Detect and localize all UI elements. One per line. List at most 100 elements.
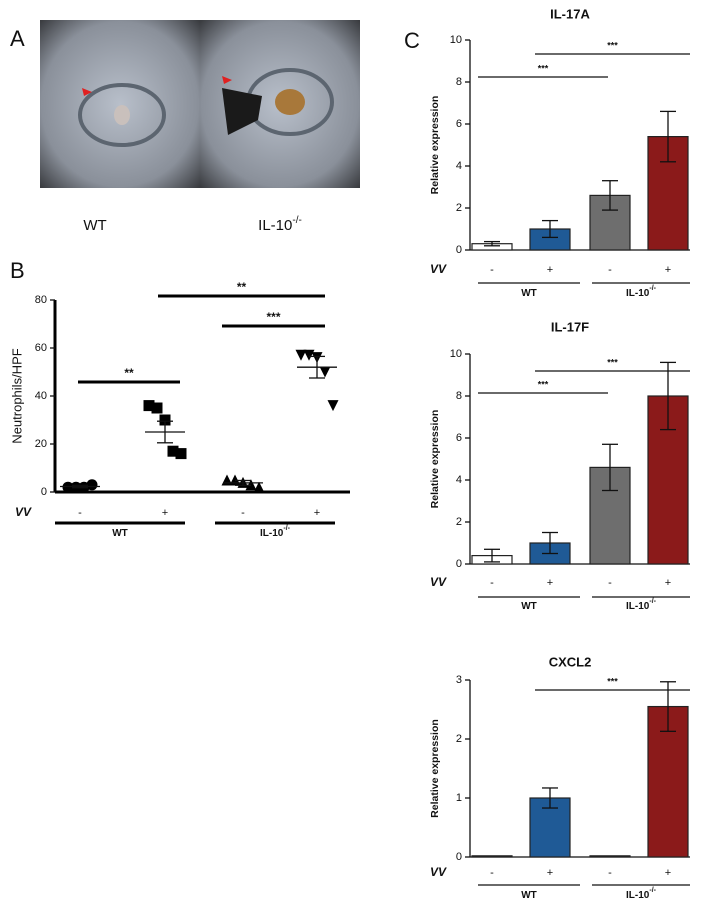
- data-point: [167, 445, 179, 457]
- y-tick-label: 6: [456, 118, 462, 130]
- data-point: [327, 400, 339, 412]
- photo-label: WT: [83, 217, 106, 234]
- group-sup: -/-: [283, 525, 290, 532]
- x-tick-label: +: [665, 867, 671, 879]
- y-tick-label: 2: [456, 202, 462, 214]
- group-label: WT: [112, 528, 128, 539]
- panel-letter: C: [404, 28, 420, 53]
- x-tick-label: -: [608, 264, 612, 276]
- y-tick-label: 1: [456, 792, 462, 804]
- y-tick-label: 0: [456, 244, 462, 256]
- y-tick-label: 4: [456, 160, 462, 172]
- group-label: WT: [521, 890, 537, 901]
- y-tick-label: 8: [456, 390, 462, 402]
- y-axis-label: Relative expression: [429, 410, 441, 509]
- significance-label: ***: [607, 676, 618, 686]
- y-axis-label: Neutrophils/HPF: [9, 348, 24, 443]
- y-tick-label: 10: [450, 348, 462, 360]
- y-tick-label: 60: [35, 342, 47, 354]
- significance-label: **: [237, 280, 247, 294]
- group-name: WT: [112, 528, 128, 539]
- x-tick-label: -: [490, 867, 494, 879]
- group-name: IL-10: [626, 890, 650, 901]
- photo-il10: [200, 20, 360, 188]
- group-label: WT: [521, 601, 537, 612]
- group-name: IL-10: [626, 601, 650, 612]
- label-sup: -/-: [292, 215, 301, 226]
- group-name: WT: [521, 601, 537, 612]
- group-label: IL-10-/-: [626, 598, 657, 612]
- data-point: [303, 349, 315, 361]
- y-tick-label: 0: [41, 486, 47, 498]
- group-label: IL-10-/-: [260, 525, 291, 539]
- y-tick-label: 4: [456, 474, 462, 486]
- y-tick-label: 10: [450, 34, 462, 46]
- data-point: [62, 481, 74, 493]
- x-tick-label: +: [547, 577, 553, 589]
- bar: [471, 855, 513, 858]
- group-sup: -/-: [649, 887, 656, 894]
- y-tick-label: 0: [456, 558, 462, 570]
- data-point: [319, 366, 331, 378]
- data-point: [253, 481, 265, 493]
- group-sup: -/-: [649, 598, 656, 605]
- x-tick-label: +: [665, 264, 671, 276]
- photo-label: IL-10-/-: [258, 215, 302, 234]
- data-point: [175, 448, 187, 460]
- y-axis-label: Relative expression: [429, 719, 441, 818]
- x-tick-label: -: [490, 264, 494, 276]
- bar: [589, 855, 631, 858]
- photo-wt: [40, 20, 200, 188]
- panel-letter: B: [10, 258, 25, 283]
- group-name: IL-10: [626, 288, 650, 299]
- label-main: IL-10: [258, 217, 292, 234]
- row-label: VV: [430, 575, 447, 589]
- significance-label: **: [124, 366, 134, 380]
- chart-title: CXCL2: [549, 654, 592, 669]
- row-label: VV: [430, 262, 447, 276]
- y-tick-label: 2: [456, 516, 462, 528]
- significance-label: ***: [607, 40, 618, 50]
- x-tick-label: +: [665, 577, 671, 589]
- row-label: VV: [15, 505, 32, 519]
- y-tick-label: 40: [35, 390, 47, 402]
- y-tick-label: 6: [456, 432, 462, 444]
- row-label: VV: [430, 865, 447, 879]
- significance-label: ***: [538, 63, 549, 73]
- x-tick-label: -: [490, 577, 494, 589]
- significance-label: ***: [266, 310, 280, 324]
- data-point: [159, 414, 171, 426]
- x-tick-label: +: [162, 507, 168, 519]
- panel-letter: A: [10, 26, 25, 51]
- x-tick-label: -: [608, 577, 612, 589]
- x-tick-label: -: [608, 867, 612, 879]
- group-label: IL-10-/-: [626, 887, 657, 901]
- group-label: WT: [521, 288, 537, 299]
- y-tick-label: 3: [456, 674, 462, 686]
- data-point: [143, 400, 155, 412]
- group-name: IL-10: [260, 528, 284, 539]
- y-tick-label: 20: [35, 438, 47, 450]
- y-tick-label: 8: [456, 76, 462, 88]
- chart-title: IL-17F: [551, 319, 589, 334]
- significance-label: ***: [538, 379, 549, 389]
- x-tick-label: -: [78, 507, 82, 519]
- data-point: [295, 349, 307, 361]
- x-tick-label: +: [314, 507, 320, 519]
- group-sup: -/-: [649, 285, 656, 292]
- significance-label: ***: [607, 357, 618, 367]
- group-name: WT: [521, 288, 537, 299]
- y-tick-label: 0: [456, 851, 462, 863]
- y-tick-label: 80: [35, 294, 47, 306]
- chart-title: IL-17A: [550, 6, 590, 21]
- y-tick-label: 2: [456, 733, 462, 745]
- x-tick-label: +: [547, 867, 553, 879]
- group-label: IL-10-/-: [626, 285, 657, 299]
- group-name: WT: [521, 890, 537, 901]
- y-axis-label: Relative expression: [429, 96, 441, 195]
- x-tick-label: -: [241, 507, 245, 519]
- x-tick-label: +: [547, 264, 553, 276]
- data-point: [86, 479, 98, 491]
- data-point: [151, 402, 163, 414]
